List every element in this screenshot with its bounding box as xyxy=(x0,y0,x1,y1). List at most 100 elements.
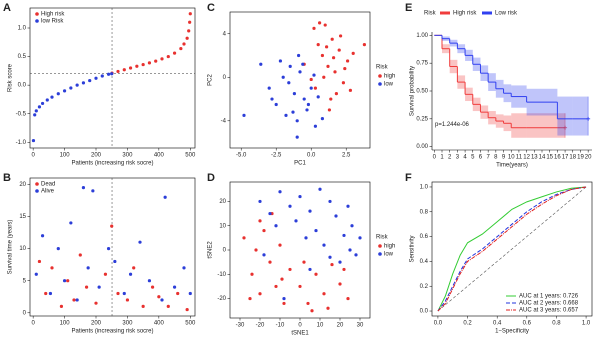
y-tick-label: 0 xyxy=(223,75,227,81)
legend-label: High risk xyxy=(453,11,477,17)
legend-symbol xyxy=(378,82,382,86)
x-tick-label: 5 xyxy=(471,155,475,161)
y-tick-label: 0.75 xyxy=(416,61,428,67)
x-tick-label: 100 xyxy=(60,321,71,327)
point xyxy=(78,253,82,257)
point xyxy=(33,113,37,117)
ci-band xyxy=(557,113,566,138)
point xyxy=(147,61,152,65)
x-tick-label: 0.0 xyxy=(434,321,443,327)
x-tick-label: 14 xyxy=(539,155,546,161)
point xyxy=(316,43,320,47)
x-tick-label: 100 xyxy=(60,153,71,159)
x-tick-label: 13 xyxy=(531,155,538,161)
legend-label: low xyxy=(384,252,394,258)
point xyxy=(281,75,285,79)
point xyxy=(135,64,139,68)
point xyxy=(351,51,355,55)
point xyxy=(72,298,76,302)
legend-label: low xyxy=(384,82,394,88)
x-tick-label: 15 xyxy=(546,155,553,161)
x-tick-label: -2.5 xyxy=(271,153,282,159)
point xyxy=(309,86,313,90)
point xyxy=(327,108,331,112)
point xyxy=(154,59,158,63)
point xyxy=(333,70,337,74)
x-tick-label: 19 xyxy=(577,155,584,161)
point xyxy=(302,97,306,101)
y-tick-label: 10 xyxy=(219,223,226,229)
point xyxy=(106,247,111,251)
x-tick-label: 11 xyxy=(516,155,523,161)
legend-label: Alive xyxy=(41,189,55,195)
y-tick-label: 0.00 xyxy=(416,144,428,150)
y-tick-label: -1.0 xyxy=(16,140,27,146)
point xyxy=(295,119,299,123)
point xyxy=(362,43,366,47)
point xyxy=(34,109,38,113)
point xyxy=(297,53,301,58)
roc-curve xyxy=(437,186,587,312)
panel-label: B xyxy=(3,172,11,184)
x-tick-label: 200 xyxy=(91,153,102,159)
legend-symbol xyxy=(35,182,39,186)
point xyxy=(348,88,352,92)
point xyxy=(304,236,308,240)
y-tick-label: -4 xyxy=(221,118,227,124)
x-tick-label: 3 xyxy=(456,155,460,161)
point xyxy=(298,70,302,74)
plot-frame xyxy=(229,11,371,149)
point xyxy=(91,189,95,193)
panel-label: C xyxy=(207,2,215,14)
x-tick-label: 0 xyxy=(31,321,35,327)
y-tick-label: 10 xyxy=(19,246,26,252)
x-tick-label: -30 xyxy=(236,323,245,329)
point xyxy=(188,20,192,24)
point xyxy=(31,138,36,143)
point xyxy=(338,260,342,264)
y-tick-label: 1.0 xyxy=(420,185,429,191)
point xyxy=(88,78,92,83)
point xyxy=(274,284,278,289)
point xyxy=(313,124,317,128)
x-tick-label: 18 xyxy=(569,155,576,161)
point xyxy=(248,296,252,301)
y-axis-label: Survival probability xyxy=(410,66,416,116)
ci-band xyxy=(572,96,589,136)
legend-title: Risk xyxy=(376,235,389,241)
point xyxy=(342,233,346,238)
y-axis-label: tSNE2 xyxy=(208,241,214,259)
point xyxy=(316,95,320,99)
x-axis-label: Time(years) xyxy=(496,163,528,169)
legend-label: low Risk xyxy=(41,19,64,25)
x-tick-label: 0.6 xyxy=(523,321,532,327)
point xyxy=(125,298,130,302)
point xyxy=(291,110,295,114)
y-axis-label: Risk score xyxy=(8,63,14,92)
panel-label: D xyxy=(207,172,215,184)
point xyxy=(141,304,145,308)
legend-symbol xyxy=(35,19,39,23)
x-tick-label: 0 xyxy=(31,153,35,159)
point xyxy=(132,266,136,270)
point xyxy=(56,92,60,96)
point xyxy=(284,113,288,117)
point xyxy=(110,72,114,76)
plot-frame xyxy=(29,7,196,149)
point xyxy=(258,292,262,296)
point xyxy=(314,272,318,276)
point xyxy=(278,243,282,247)
point xyxy=(50,266,54,270)
point xyxy=(75,298,79,302)
point xyxy=(346,204,350,208)
legend-label: AUC at 1 years: 0.726 xyxy=(519,294,579,300)
point xyxy=(141,62,145,67)
point xyxy=(166,304,170,308)
point xyxy=(312,26,316,30)
point xyxy=(147,279,152,283)
point xyxy=(113,259,117,264)
ci-band xyxy=(526,113,542,138)
point xyxy=(287,81,291,85)
x-tick-label: -20 xyxy=(256,323,265,329)
